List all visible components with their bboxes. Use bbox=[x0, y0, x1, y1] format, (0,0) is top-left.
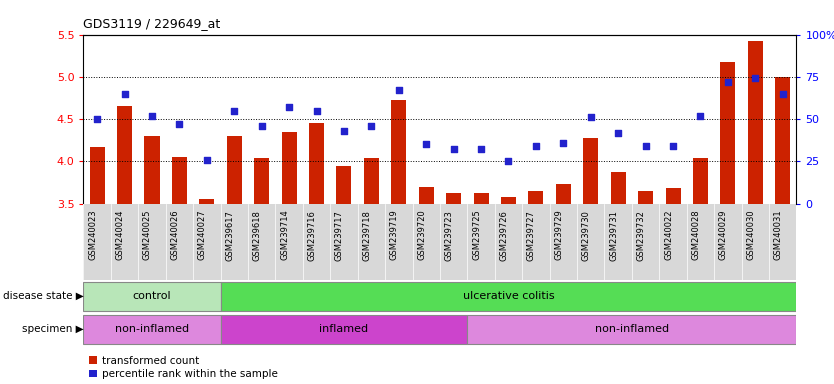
Point bbox=[200, 157, 214, 163]
Bar bbox=[583, 139, 598, 204]
Text: GSM240026: GSM240026 bbox=[170, 210, 179, 260]
Bar bbox=[555, 184, 571, 204]
Bar bbox=[309, 123, 324, 204]
Point bbox=[447, 146, 460, 152]
Bar bbox=[199, 199, 214, 204]
Text: GSM240027: GSM240027 bbox=[198, 210, 207, 260]
Text: GSM239723: GSM239723 bbox=[445, 210, 454, 260]
Text: GDS3119 / 229649_at: GDS3119 / 229649_at bbox=[83, 17, 221, 30]
Point bbox=[666, 143, 680, 149]
Point bbox=[584, 114, 597, 121]
Bar bbox=[220, 314, 467, 344]
Bar bbox=[144, 136, 159, 204]
Text: GSM239726: GSM239726 bbox=[500, 210, 509, 260]
Point bbox=[118, 91, 131, 97]
Point bbox=[611, 129, 625, 136]
Point bbox=[721, 79, 735, 85]
Bar bbox=[364, 158, 379, 204]
Text: inflamed: inflamed bbox=[319, 324, 369, 334]
Text: GSM239730: GSM239730 bbox=[582, 210, 590, 260]
Point bbox=[530, 143, 543, 149]
Point bbox=[310, 108, 324, 114]
Text: GSM240024: GSM240024 bbox=[116, 210, 124, 260]
Point bbox=[145, 113, 158, 119]
Text: GSM239717: GSM239717 bbox=[335, 210, 344, 260]
Text: GSM239618: GSM239618 bbox=[253, 210, 262, 260]
Bar bbox=[227, 136, 242, 204]
Bar bbox=[467, 314, 796, 344]
Text: GSM239729: GSM239729 bbox=[555, 210, 563, 260]
Bar bbox=[529, 191, 544, 204]
Text: control: control bbox=[133, 291, 171, 301]
Legend: transformed count, percentile rank within the sample: transformed count, percentile rank withi… bbox=[88, 356, 278, 379]
Point bbox=[749, 75, 762, 81]
Point bbox=[228, 108, 241, 114]
Text: ulcerative colitis: ulcerative colitis bbox=[463, 291, 555, 301]
Bar bbox=[666, 188, 681, 204]
Text: GSM240022: GSM240022 bbox=[664, 210, 673, 260]
Text: specimen ▶: specimen ▶ bbox=[22, 324, 83, 334]
Text: GSM239725: GSM239725 bbox=[472, 210, 481, 260]
Text: GSM239716: GSM239716 bbox=[308, 210, 317, 260]
Bar bbox=[172, 157, 187, 204]
Point bbox=[556, 140, 570, 146]
Point bbox=[364, 123, 378, 129]
Bar bbox=[336, 166, 351, 204]
Text: GSM240029: GSM240029 bbox=[719, 210, 728, 260]
Point bbox=[420, 141, 433, 147]
Point bbox=[392, 87, 405, 93]
Point bbox=[475, 146, 488, 152]
Text: GSM240028: GSM240028 bbox=[691, 210, 701, 260]
Bar bbox=[474, 192, 489, 204]
Text: GSM240025: GSM240025 bbox=[143, 210, 152, 260]
Bar bbox=[721, 63, 736, 204]
Text: GSM240030: GSM240030 bbox=[746, 210, 756, 260]
Point bbox=[694, 113, 707, 119]
Point bbox=[255, 123, 269, 129]
Bar bbox=[83, 282, 220, 311]
Bar bbox=[391, 101, 406, 204]
Text: GSM239732: GSM239732 bbox=[636, 210, 646, 260]
Point bbox=[502, 158, 515, 164]
Text: GSM240031: GSM240031 bbox=[774, 210, 783, 260]
Bar bbox=[501, 197, 516, 204]
Bar bbox=[419, 187, 434, 204]
Text: GSM239727: GSM239727 bbox=[527, 210, 536, 260]
Point bbox=[90, 116, 103, 122]
Text: GSM239731: GSM239731 bbox=[609, 210, 618, 260]
Point bbox=[337, 128, 350, 134]
Text: non-inflamed: non-inflamed bbox=[595, 324, 669, 334]
Point bbox=[639, 143, 652, 149]
Bar bbox=[446, 194, 461, 204]
Point bbox=[173, 121, 186, 127]
Bar bbox=[638, 191, 653, 204]
Point bbox=[776, 91, 790, 97]
Bar bbox=[748, 41, 763, 204]
Bar bbox=[610, 172, 626, 204]
Bar bbox=[776, 77, 791, 204]
Bar bbox=[254, 158, 269, 204]
Bar bbox=[282, 132, 297, 204]
Bar bbox=[117, 106, 132, 204]
Text: GSM239718: GSM239718 bbox=[362, 210, 371, 260]
Bar bbox=[220, 282, 796, 311]
Bar bbox=[83, 314, 220, 344]
Text: GSM239714: GSM239714 bbox=[280, 210, 289, 260]
Point bbox=[283, 104, 296, 110]
Text: GSM239720: GSM239720 bbox=[417, 210, 426, 260]
Text: GSM239719: GSM239719 bbox=[389, 210, 399, 260]
Text: non-inflamed: non-inflamed bbox=[115, 324, 189, 334]
Bar bbox=[89, 147, 104, 204]
Bar bbox=[693, 158, 708, 204]
Text: GSM240023: GSM240023 bbox=[88, 210, 97, 260]
Text: GSM239617: GSM239617 bbox=[225, 210, 234, 260]
Text: disease state ▶: disease state ▶ bbox=[3, 291, 83, 301]
